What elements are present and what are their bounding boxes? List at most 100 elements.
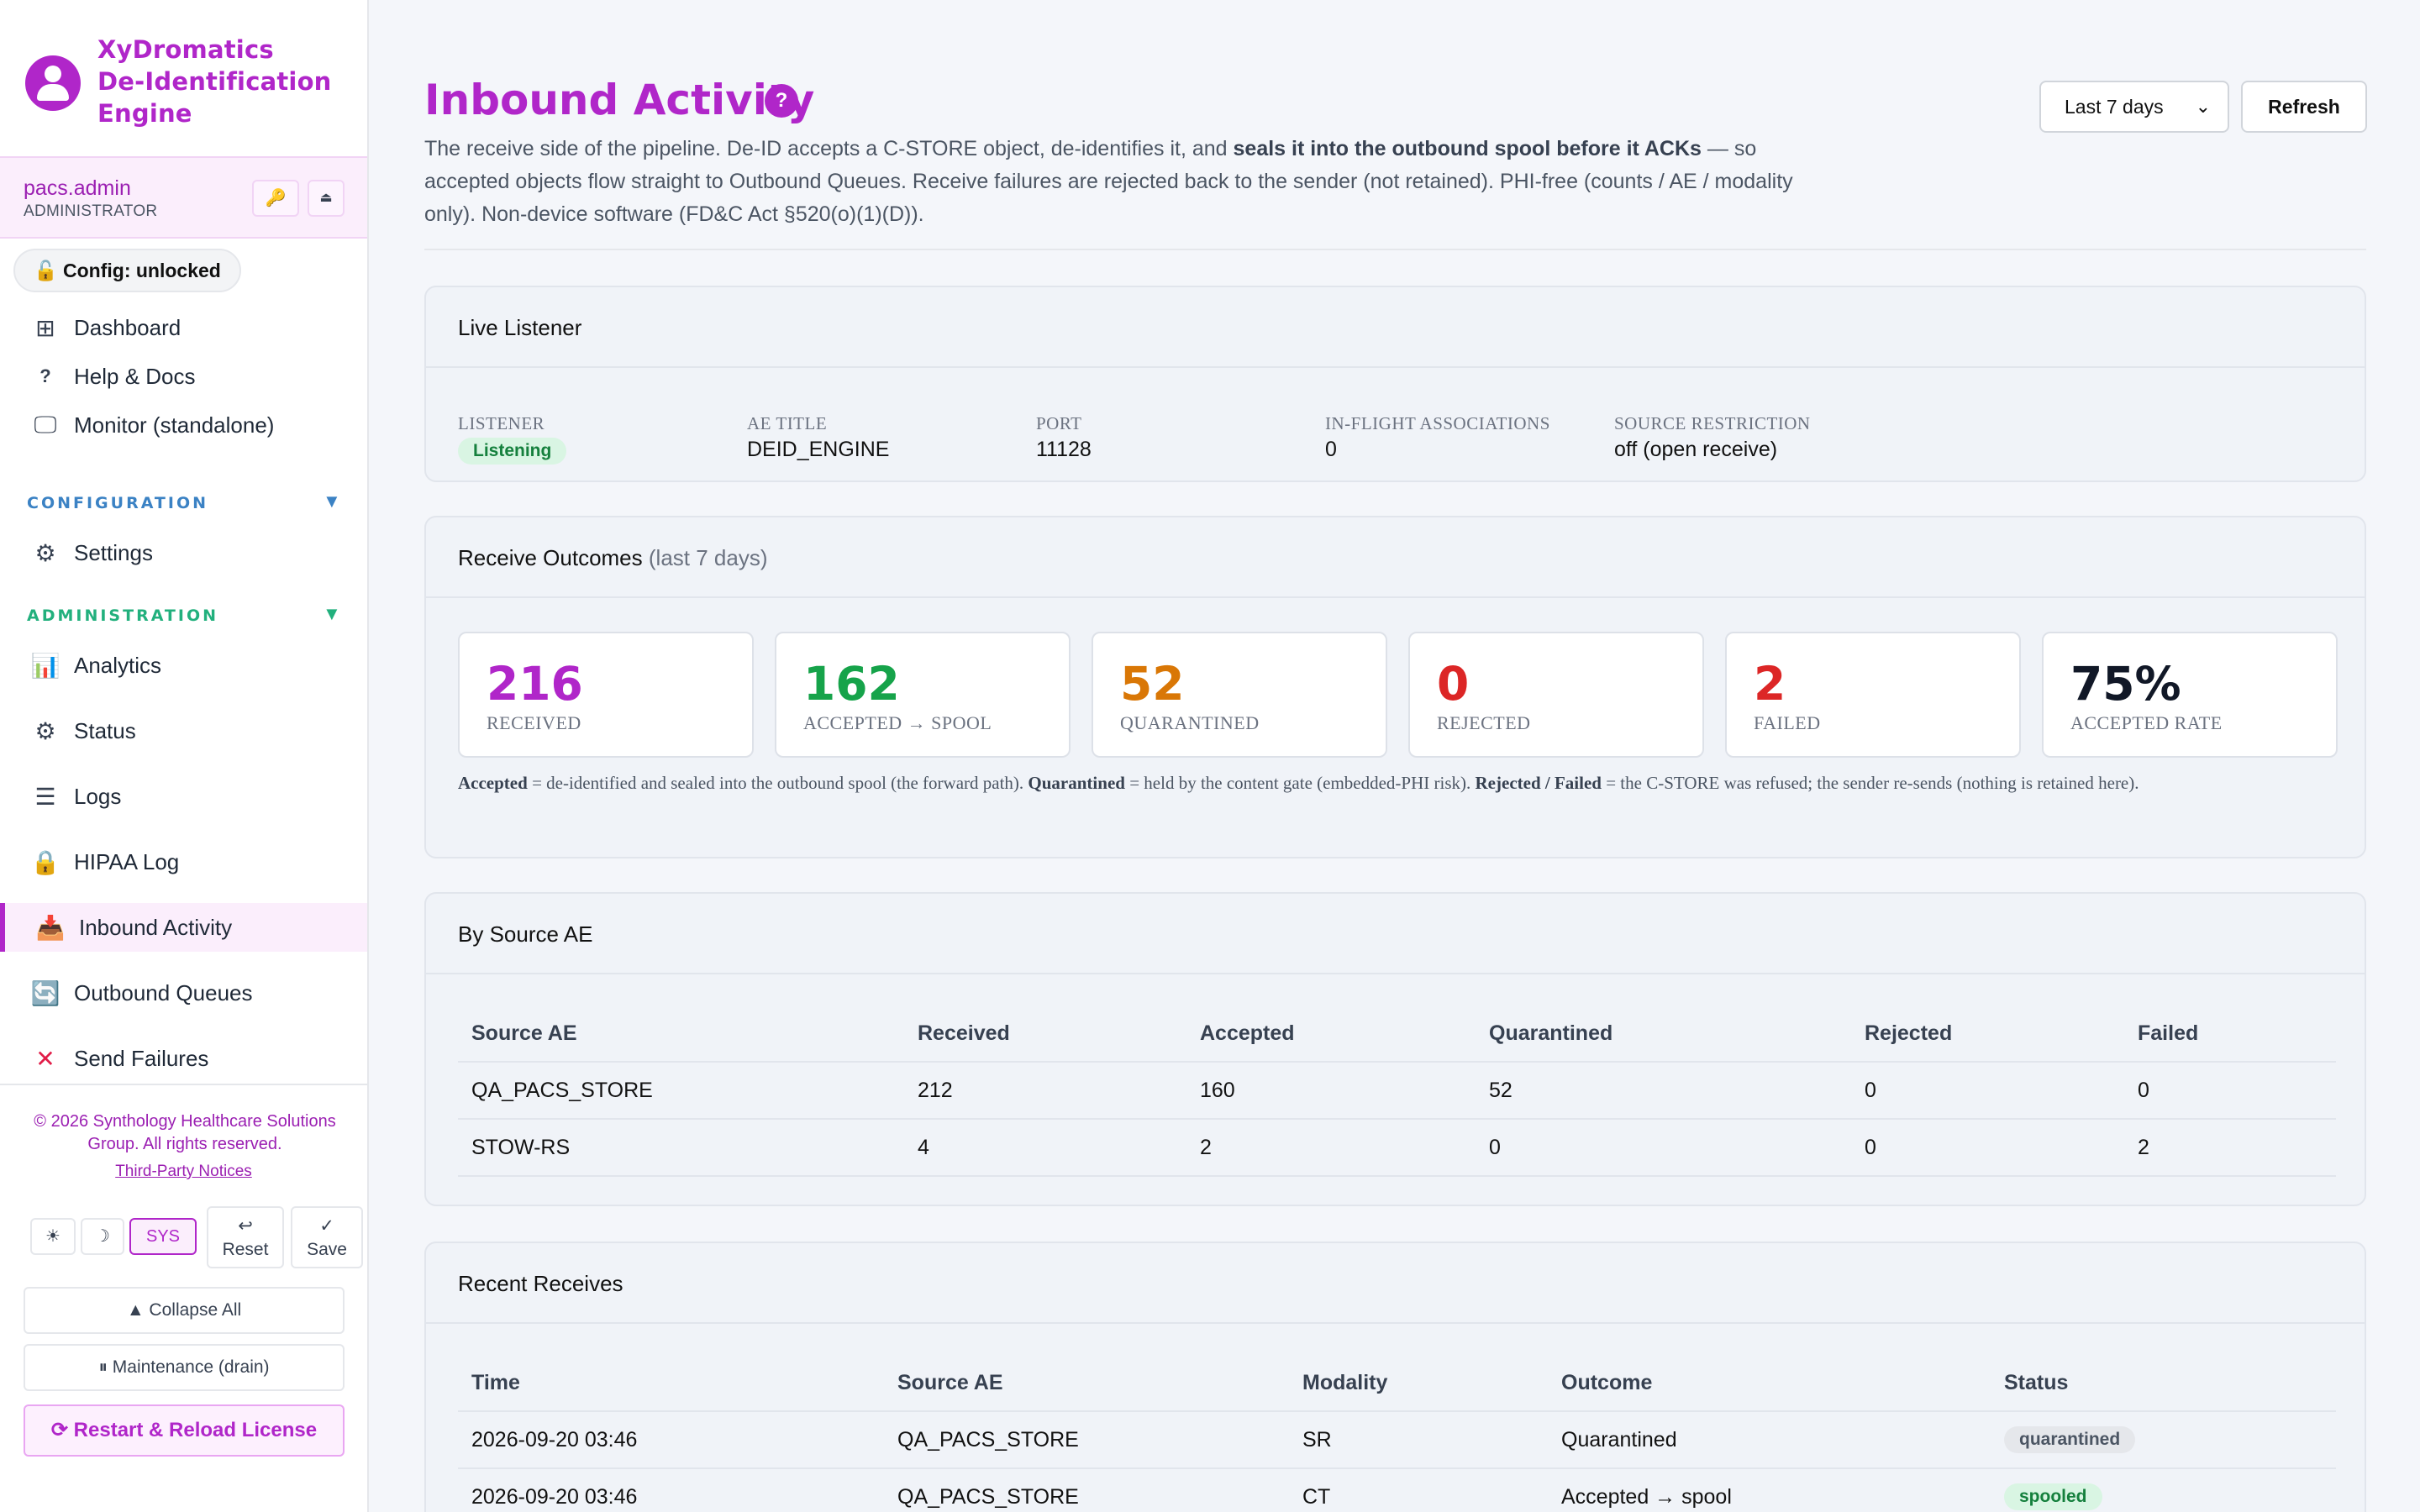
date-range-select[interactable]: Last 7 days ⌄ bbox=[2039, 81, 2229, 133]
table-cell: spooled bbox=[1991, 1468, 2336, 1512]
table-row[interactable]: QA_PACS_STORE 212 160 52 0 0 bbox=[458, 1062, 2336, 1120]
sidebar-item-label: Inbound Activity bbox=[79, 914, 233, 940]
monitor-icon: 🖵 bbox=[34, 411, 57, 438]
sidebar-item-send-failures[interactable]: ✕ Send Failures bbox=[0, 1034, 367, 1083]
table-cell: 2 bbox=[1186, 1119, 1476, 1177]
card-title: By Source AE bbox=[426, 894, 2365, 974]
check-icon: ✓ bbox=[319, 1216, 334, 1236]
stat-label: REJECTED bbox=[1437, 712, 1531, 733]
sidebar-item-label: Analytics bbox=[74, 652, 162, 678]
stat-value: 0 bbox=[1437, 657, 1470, 711]
copyright: © 2026 Synthology Healthcare Solutions G… bbox=[34, 1112, 336, 1153]
table-row[interactable]: 2026-09-20 03:46 QA_PACS_STORE SR Quarantin… bbox=[458, 1411, 2336, 1469]
config-lock-pill[interactable]: 🔓 Config: unlocked bbox=[13, 249, 241, 292]
column-header[interactable]: Rejected bbox=[1851, 1006, 2124, 1063]
user-role: ADMINISTRATOR bbox=[24, 202, 158, 220]
sidebar-item-help-docs[interactable]: ? Help & Docs bbox=[0, 352, 367, 401]
theme-system-button[interactable]: SYS bbox=[129, 1218, 197, 1255]
column-header[interactable]: Modality bbox=[1289, 1356, 1548, 1412]
sidebar-item-label: Send Failures bbox=[74, 1045, 209, 1071]
theme-light-button[interactable]: ☀ bbox=[30, 1218, 76, 1255]
recent-receives-table: Time Source AE Modality Outcome Status 2026-0… bbox=[458, 1356, 2336, 1512]
column-header[interactable]: Status bbox=[1991, 1356, 2336, 1412]
column-header[interactable]: Quarantined bbox=[1476, 1006, 1851, 1063]
restart-reload-license-button[interactable]: ⟳ Restart & Reload License bbox=[24, 1404, 345, 1457]
source-ae-table: Source AE Received Accepted Quarantined Reje… bbox=[458, 1006, 2336, 1177]
table-cell: QA_PACS_STORE bbox=[884, 1468, 1289, 1512]
sidebar-item-hipaa-log[interactable]: 🔒 HIPAA Log bbox=[0, 837, 367, 886]
table-cell: 0 bbox=[1851, 1119, 2124, 1177]
app-title: XyDromatics De-Identification Engine bbox=[97, 35, 332, 128]
listener-inflight: IN-FLIGHT ASSOCIATIONS 0 bbox=[1325, 413, 1550, 461]
user-logo-icon bbox=[25, 55, 81, 111]
refresh-button[interactable]: Refresh bbox=[2241, 81, 2367, 133]
sidebar-item-logs[interactable]: ☰ Logs bbox=[0, 772, 367, 821]
table-cell: 2026-09-20 03:46 bbox=[458, 1411, 884, 1469]
section-configuration[interactable]: CONFIGURATION bbox=[27, 494, 209, 512]
column-header[interactable]: Source AE bbox=[458, 1006, 904, 1063]
stat-label: QUARANTINED bbox=[1120, 712, 1260, 733]
theme-dark-button[interactable]: ☽ bbox=[81, 1218, 124, 1255]
stat-quarantined: 52 QUARANTINED bbox=[1092, 632, 1387, 758]
analytics-icon: 📊 bbox=[30, 652, 60, 679]
third-party-notices-link[interactable]: Third-Party Notices bbox=[115, 1163, 252, 1180]
dashboard-icon: ⊞ bbox=[35, 314, 55, 341]
reset-button[interactable]: ↩ Reset bbox=[207, 1206, 284, 1268]
sidebar-item-label: HIPAA Log bbox=[74, 848, 180, 874]
column-header[interactable]: Accepted bbox=[1186, 1006, 1476, 1063]
stat-received: 216 RECEIVED bbox=[458, 632, 754, 758]
chevron-down-icon[interactable]: ▼ bbox=[323, 491, 341, 512]
column-header[interactable]: Failed bbox=[2124, 1006, 2336, 1063]
sidebar-item-label: Outbound Queues bbox=[74, 979, 253, 1005]
stat-value: 52 bbox=[1120, 657, 1185, 711]
section-administration[interactable]: ADMINISTRATION bbox=[27, 606, 219, 625]
status-badge: Listening bbox=[458, 438, 567, 465]
key-icon[interactable]: 🔑 bbox=[252, 180, 299, 217]
help-icon[interactable]: ? bbox=[765, 84, 798, 118]
table-cell: 52 bbox=[1476, 1062, 1851, 1120]
sidebar-item-analytics[interactable]: 📊 Analytics bbox=[0, 641, 367, 690]
card-title: Live Listener bbox=[426, 287, 2365, 368]
stat-label: ACCEPTED → SPOOL bbox=[803, 712, 992, 733]
sidebar-item-outbound-queues[interactable]: 🔄 Outbound Queues bbox=[0, 969, 367, 1017]
chevron-down-icon[interactable]: ▼ bbox=[323, 603, 341, 624]
table-cell: Quarantined bbox=[1548, 1411, 1991, 1469]
sidebar: XyDromatics De-Identification Engine pac… bbox=[0, 0, 369, 1512]
stat-failed: 2 FAILED bbox=[1725, 632, 2021, 758]
chevron-down-icon: ⌄ bbox=[2195, 96, 2211, 117]
column-header[interactable]: Outcome bbox=[1548, 1356, 1991, 1412]
brand: XyDromatics De-Identification Engine bbox=[0, 0, 367, 156]
table-cell: 2026-09-20 03:46 bbox=[458, 1468, 884, 1512]
sidebar-item-label: Help & Docs bbox=[74, 363, 196, 389]
live-listener-card: Live Listener LISTENER Listening AE TITL… bbox=[424, 286, 2366, 482]
listener-ae-title: AE TITLE DEID_ENGINE bbox=[747, 413, 890, 461]
list-icon: ☰ bbox=[34, 783, 56, 810]
eject-icon[interactable]: ⏏ bbox=[308, 180, 345, 217]
stat-label: FAILED bbox=[1754, 712, 1821, 733]
sidebar-item-inbound-activity[interactable]: 📥 Inbound Activity bbox=[0, 903, 367, 952]
stat-label: ACCEPTED RATE bbox=[2070, 712, 2223, 733]
sidebar-item-settings[interactable]: ⚙ Settings bbox=[0, 528, 367, 577]
sidebar-item-dashboard[interactable]: ⊞ Dashboard bbox=[0, 303, 367, 352]
username: pacs.admin bbox=[24, 176, 131, 200]
table-header-row: Source AE Received Accepted Quarantined Reje… bbox=[458, 1006, 2336, 1063]
sidebar-item-monitor-standalone[interactable]: 🖵 Monitor (standalone) bbox=[0, 401, 367, 449]
listener-port: PORT 11128 bbox=[1036, 413, 1092, 461]
table-row[interactable]: STOW-RS 4 2 0 0 2 bbox=[458, 1119, 2336, 1177]
save-button[interactable]: ✓ Save bbox=[291, 1206, 363, 1268]
column-header[interactable]: Time bbox=[458, 1356, 884, 1412]
stat-label: RECEIVED bbox=[487, 712, 581, 733]
maintenance-button[interactable]: ⏸ Maintenance (drain) bbox=[24, 1344, 345, 1391]
sidebar-item-status[interactable]: ⚙ Status bbox=[0, 706, 367, 755]
header-divider bbox=[424, 249, 2366, 250]
inbox-icon: 📥 bbox=[35, 914, 66, 941]
table-cell: Accepted → spool bbox=[1548, 1468, 1991, 1512]
column-header[interactable]: Received bbox=[904, 1006, 1186, 1063]
table-row[interactable]: 2026-09-20 03:46 QA_PACS_STORE CT Accepted … bbox=[458, 1468, 2336, 1512]
table-cell: CT bbox=[1289, 1468, 1548, 1512]
sidebar-item-label: Settings bbox=[74, 539, 153, 565]
collapse-all-button[interactable]: ▲ Collapse All bbox=[24, 1287, 345, 1334]
stat-value: 162 bbox=[803, 657, 900, 711]
x-icon: ✕ bbox=[35, 1045, 55, 1072]
column-header[interactable]: Source AE bbox=[884, 1356, 1289, 1412]
